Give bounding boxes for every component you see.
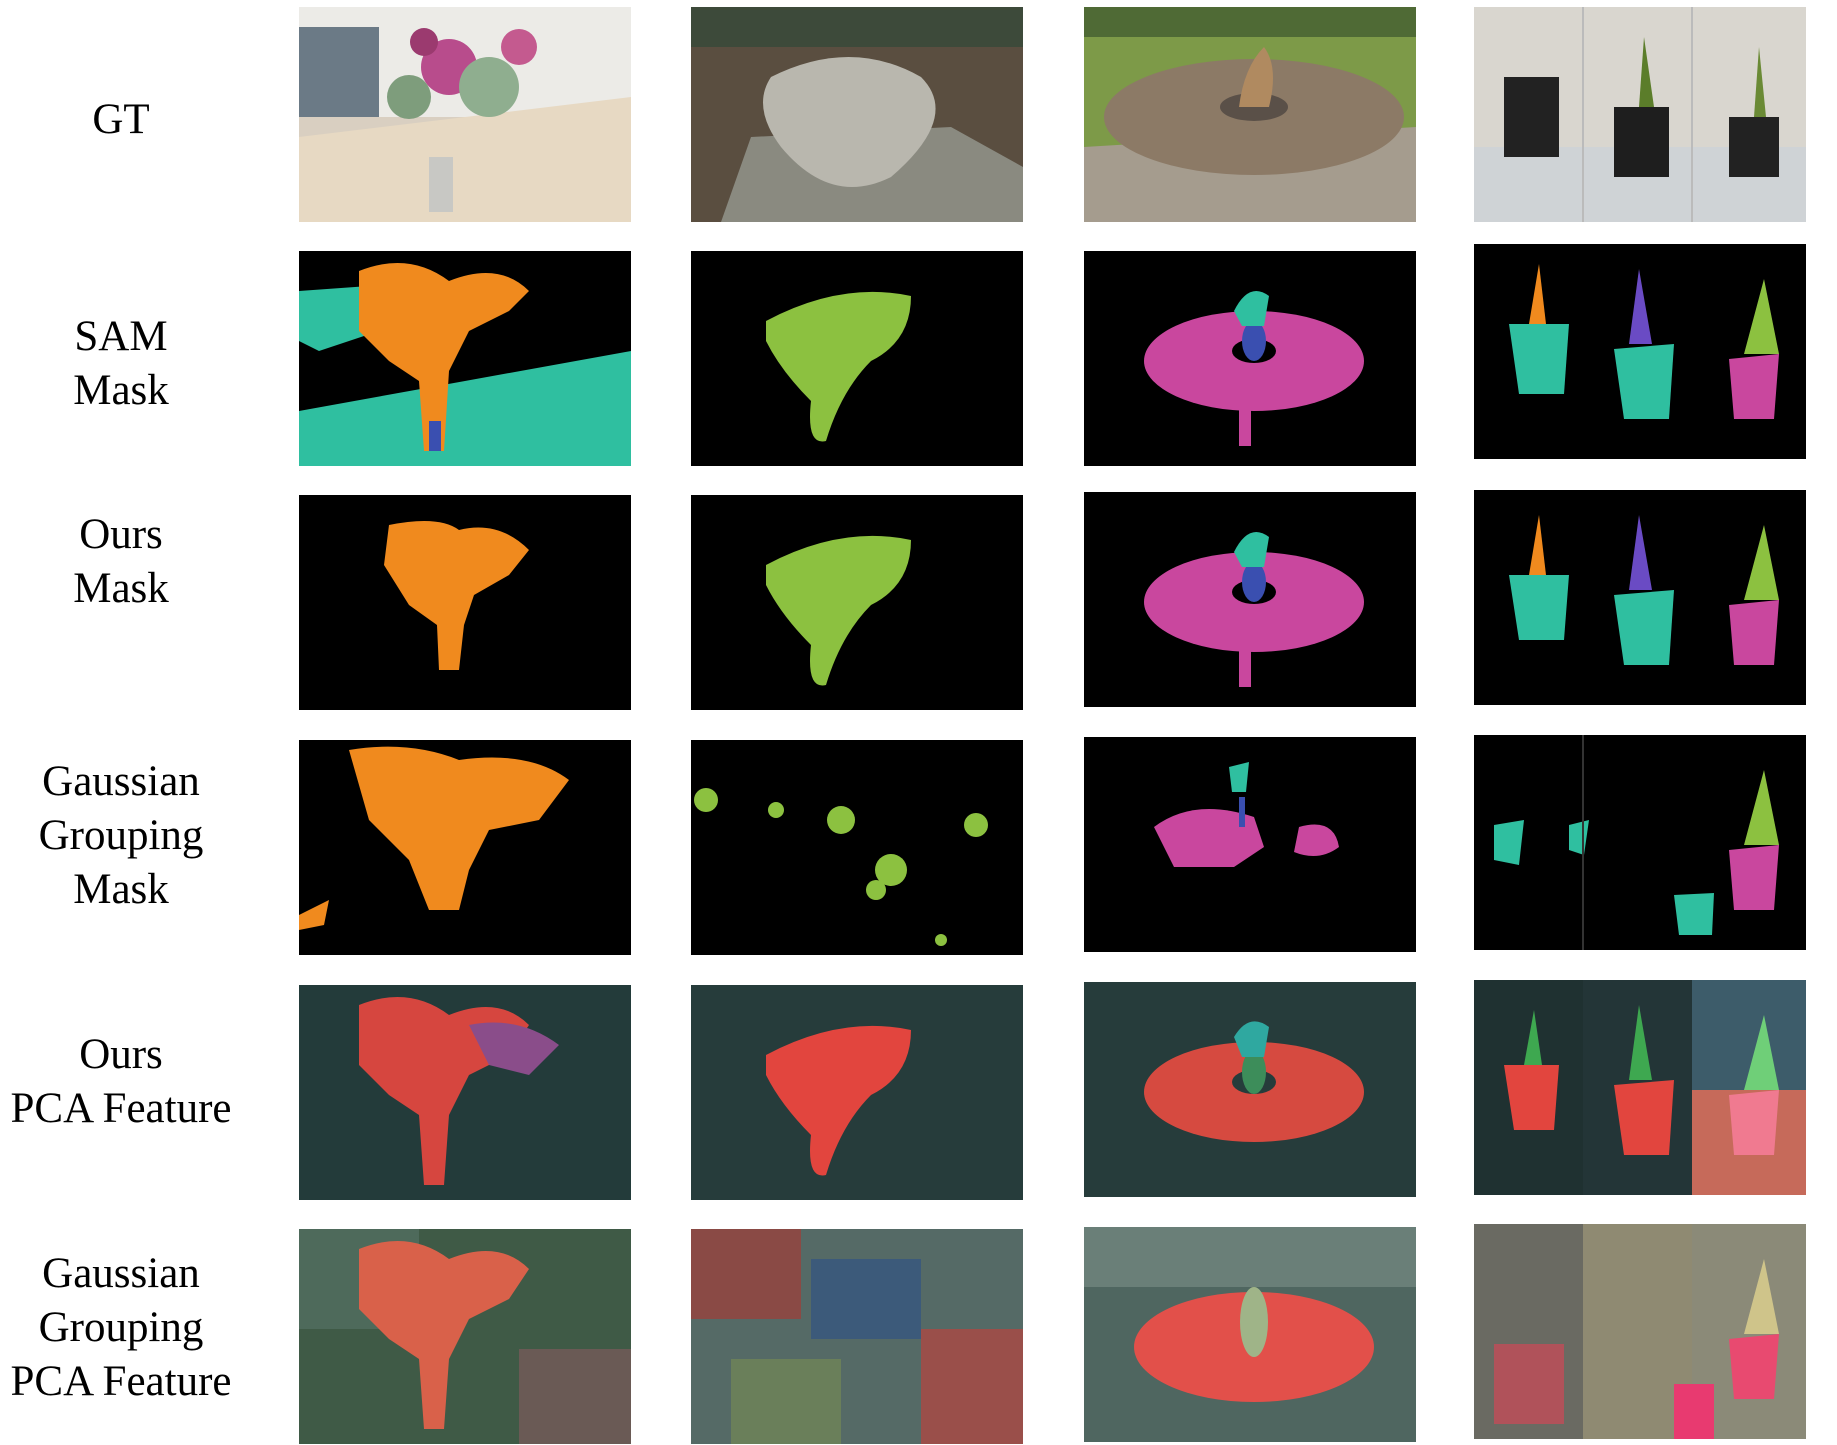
ours-pca-feature-flower-vase: [299, 985, 631, 1200]
gt-stone-sculpture-photo: [691, 7, 1023, 222]
sam-mask-flower-vase: [299, 251, 631, 466]
sam-mask-round-table: [1084, 251, 1416, 466]
gt-potted-plants-photo: [1474, 7, 1806, 222]
row-label-gaussian-grouping-pca-feature: Gaussian Grouping PCA Feature: [10, 1250, 232, 1405]
sam-mask-potted-plants: [1474, 244, 1806, 459]
sam-mask-stone-sculpture: [691, 251, 1023, 466]
ours-pca-feature-potted-plants: [1474, 980, 1806, 1195]
gaussian-grouping-mask-flower-vase: [299, 740, 631, 955]
gaussian-grouping-mask-stone-sculpture: [691, 740, 1023, 955]
row-label-gaussian-grouping-mask: Gaussian Grouping Mask: [38, 758, 204, 913]
gaussian-grouping-mask-potted-plants: [1474, 735, 1806, 950]
ours-mask-stone-sculpture: [691, 495, 1023, 710]
gaussian-grouping-pca-feature-flower-vase: [299, 1229, 631, 1444]
row-label-ours-mask: Ours Mask: [73, 511, 169, 612]
gt-round-table-photo: [1084, 7, 1416, 222]
row-label-ours-pca-feature: Ours PCA Feature: [10, 1031, 232, 1132]
gt-flower-vase-photo: [299, 7, 631, 222]
ours-pca-feature-stone-sculpture: [691, 985, 1023, 1200]
ours-mask-round-table: [1084, 492, 1416, 707]
ours-mask-flower-vase: [299, 495, 631, 710]
gaussian-grouping-mask-round-table: [1084, 737, 1416, 952]
gaussian-grouping-pca-feature-potted-plants: [1474, 1224, 1806, 1439]
ours-mask-potted-plants: [1474, 490, 1806, 705]
gaussian-grouping-pca-feature-stone-sculpture: [691, 1229, 1023, 1444]
row-label-gt: GT: [92, 96, 150, 143]
gaussian-grouping-pca-feature-round-table: [1084, 1227, 1416, 1442]
ours-pca-feature-round-table: [1084, 982, 1416, 1197]
row-label-sam-mask: SAM Mask: [73, 313, 169, 414]
